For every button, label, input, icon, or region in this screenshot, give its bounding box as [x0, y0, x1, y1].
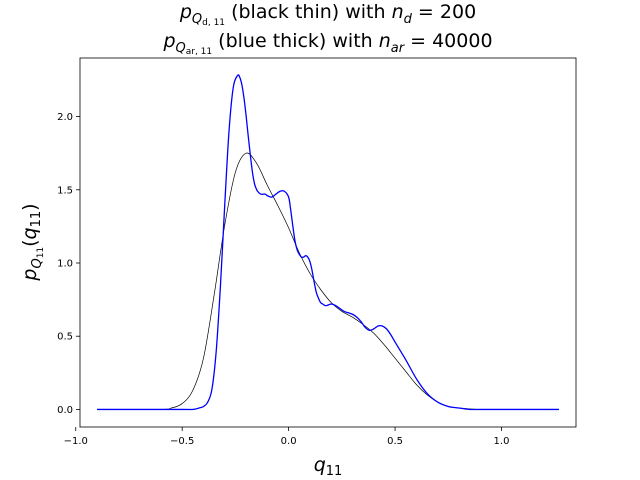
x-tick-label: 1.0 [494, 436, 510, 447]
plot-frame [79, 57, 577, 428]
x-tick-label: −1.0 [64, 436, 88, 447]
series-line-blue-thick [97, 74, 559, 411]
x-axis-label: q11 [314, 454, 343, 479]
y-tick-label: 0.5 [57, 332, 73, 343]
y-tick-label: 1.5 [57, 185, 73, 196]
y-tick-label: 2.0 [57, 112, 73, 123]
x-tick-label: 0.5 [387, 436, 403, 447]
series-line-black-thin [97, 152, 559, 410]
x-tick-label: 0.0 [281, 436, 297, 447]
y-tick-label: 1.0 [57, 259, 73, 270]
chart-title-line2: pQar, 11 (blue thick) with nar = 40000 [162, 30, 492, 57]
y-axis-label: pQ11(q11) [19, 203, 46, 281]
series-layer [97, 74, 559, 411]
chart-title-line1: pQd, 11 (black thin) with nd = 200 [179, 1, 476, 28]
y-tick-label: 0.0 [57, 405, 73, 416]
x-tick-label: −0.5 [170, 436, 194, 447]
ticks-layer: −1.0 −0.5 0.0 0.5 1.0 0.0 0.5 1.0 1.5 2.0 [57, 112, 509, 447]
